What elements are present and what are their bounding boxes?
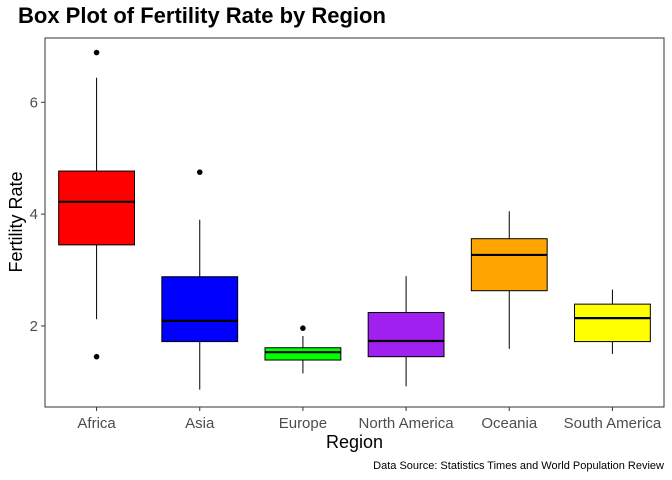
- iqr-box: [58, 170, 135, 246]
- x-tick-label: North America: [359, 415, 455, 432]
- outlier-point: [300, 325, 306, 331]
- plot-panel: [44, 37, 665, 408]
- x-tick-label: South America: [564, 415, 662, 432]
- x-axis-title: Region: [326, 432, 383, 452]
- iqr-box: [264, 347, 342, 361]
- data-source-caption: Data Source: Statistics Times and World …: [373, 460, 664, 472]
- y-tick-label: 6: [30, 94, 38, 111]
- box-asia: [161, 169, 239, 390]
- outlier-point: [93, 49, 100, 56]
- box-south-america: [574, 289, 651, 354]
- outlier-point: [196, 169, 203, 175]
- box-north-america: [367, 276, 445, 387]
- x-tick-label: Africa: [77, 415, 116, 432]
- y-tick-label: 4: [30, 206, 38, 223]
- x-tick-label: Asia: [185, 415, 215, 432]
- box-africa: [58, 49, 135, 360]
- x-tick-label: Oceania: [481, 415, 538, 432]
- iqr-box: [574, 303, 651, 343]
- y-tick-label: 2: [30, 318, 38, 335]
- x-tick-label: Europe: [279, 415, 327, 432]
- iqr-box: [367, 312, 445, 358]
- box-oceania: [470, 211, 548, 349]
- outlier-point: [93, 353, 100, 360]
- box-europe: [264, 325, 342, 374]
- iqr-box: [161, 276, 239, 343]
- chart-title: Box Plot of Fertility Rate by Region: [18, 3, 386, 28]
- y-axis-title: Fertility Rate: [6, 171, 26, 272]
- iqr-box: [470, 238, 548, 292]
